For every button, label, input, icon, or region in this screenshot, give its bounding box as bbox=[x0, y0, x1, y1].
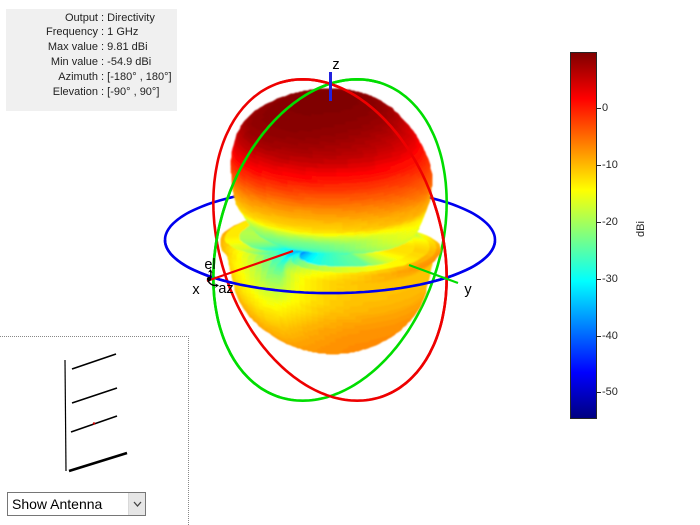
svg-text:z: z bbox=[332, 57, 339, 73]
svg-text:y: y bbox=[464, 282, 472, 298]
svg-text:x: x bbox=[192, 282, 200, 298]
svg-text:az: az bbox=[218, 281, 233, 297]
svg-text:el: el bbox=[204, 257, 215, 273]
